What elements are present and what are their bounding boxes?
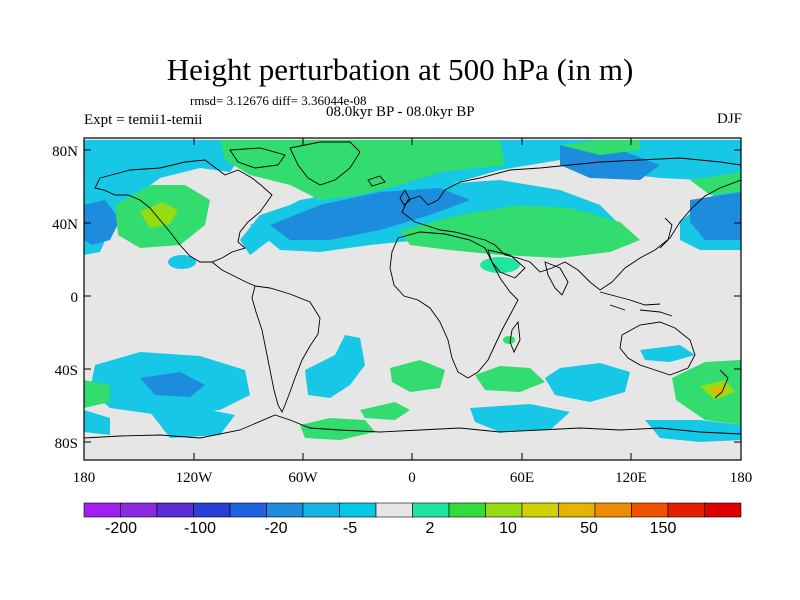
lon-tick-label: 180 [730, 470, 753, 486]
colorbar-swatch [594, 502, 632, 518]
coast-africa [389, 231, 519, 379]
contour-cyan-small-3 [503, 336, 515, 344]
contour-cyan-antarctic-3 [470, 404, 570, 432]
contour-green-nz [672, 360, 741, 425]
colorbar-label: -5 [343, 520, 357, 537]
contour-green-s-atlantic [390, 360, 445, 392]
contour-green-n-america-inner [140, 202, 178, 228]
colorbar-swatch [83, 502, 121, 518]
contour-blue-core-arctic-e [560, 145, 660, 180]
contour-green-arctic-east [560, 140, 640, 155]
coast-north-america [94, 159, 273, 263]
colorbar-swatch [521, 502, 559, 518]
coast-india [544, 261, 569, 296]
colorbar-label: 10 [499, 520, 517, 537]
colorbar-swatch [156, 502, 194, 518]
contour-green-s-indian [475, 366, 545, 392]
lat-tick-label: 40N [52, 217, 78, 233]
lon-tick-label: 120E [615, 470, 647, 486]
colorbar-swatch [302, 502, 340, 518]
colorbar-swatch [120, 502, 158, 518]
coast-south-america [251, 285, 321, 414]
period-label: 08.0kyr BP - 08.0kyr BP [326, 104, 475, 120]
contour-orange-nz [712, 386, 726, 394]
contour-green-eurasia [400, 205, 640, 258]
contour-green-sw-pacific [84, 380, 110, 408]
colorbar-labels: -200 -100 -20 -5 2 10 50 150 [105, 520, 676, 537]
season-label: DJF [716, 111, 742, 127]
contour-fills [84, 140, 741, 442]
colorbar-label: 2 [426, 520, 435, 537]
contour-blue-core-atlantic [270, 188, 470, 240]
axis-ticks [83, 138, 742, 460]
colorbar-label: -200 [105, 520, 137, 537]
contour-cyan-s-atlantic [305, 335, 365, 398]
lon-tick-label: 0 [408, 470, 416, 486]
colorbar-swatch [704, 502, 742, 518]
colorbar-swatch [193, 502, 231, 518]
colorbar-swatch [412, 502, 450, 518]
contour-cyan-antarctic-1 [150, 408, 235, 438]
colorbar-swatch [631, 502, 669, 518]
stats-label: rmsd= 3.12676 diff= 3.36044e-08 [190, 93, 367, 108]
coast-japan [659, 217, 673, 249]
lat-tick-label: 80S [55, 436, 78, 452]
contour-cyan-small-2 [480, 257, 520, 273]
contour-green-antarctic-1 [300, 418, 375, 440]
coast-madagascar [509, 320, 521, 354]
coast-uk [399, 189, 411, 206]
coast-greenland [289, 141, 361, 186]
contour-blue-se-pacific [140, 372, 205, 397]
lat-tick-label: 40S [55, 363, 78, 379]
colorbar-label: -100 [184, 520, 216, 537]
experiment-label: Expt = temii1-temii [84, 112, 203, 128]
coast-iceland [367, 175, 386, 187]
plot-title: Height perturbation at 500 hPa (in m) [166, 52, 634, 87]
colorbar-swatch [485, 502, 523, 518]
coast-central-america [211, 261, 256, 287]
lat-tick-label: 80N [52, 144, 78, 160]
colorbar-label: -20 [264, 520, 287, 537]
contour-blue-core-pacific-nw [84, 200, 120, 245]
coast-new-zealand [714, 369, 729, 399]
contour-green-asia-east [690, 172, 741, 195]
colorbar-swatch [558, 502, 596, 518]
contour-cyan-australia [640, 345, 695, 362]
coast-arctic-islands [229, 147, 286, 169]
lat-tick-label: 0 [71, 290, 79, 306]
colorbar-label: 50 [580, 520, 598, 537]
coast-arabia [487, 249, 526, 279]
contour-green-antarctic-2 [360, 402, 410, 420]
lon-tick-label: 120W [176, 470, 214, 486]
contour-cyan-indian [545, 363, 630, 402]
lon-tick-label: 60E [510, 470, 534, 486]
coast-eurasia [401, 157, 741, 291]
coast-antarctica [84, 414, 741, 439]
colorbar-swatch [266, 502, 304, 518]
lon-tick-label: 60W [288, 470, 318, 486]
coast-australia [619, 321, 696, 376]
colorbar-label: 150 [650, 520, 677, 537]
colorbar-swatch [229, 502, 267, 518]
contour-green-greenland [220, 140, 505, 200]
colorbar-swatch [339, 502, 377, 518]
colorbar-swatch [667, 502, 705, 518]
colorbar-swatch [448, 502, 486, 518]
lon-tick-label: 180 [73, 470, 96, 486]
coastlines [84, 141, 741, 439]
colorbar-swatch [375, 502, 413, 518]
contour-blue-core-npacific [690, 192, 741, 240]
contour-cyan-small-1 [168, 255, 196, 269]
colorbar [83, 502, 742, 518]
axis-tick-labels: 80N 40N 0 40S 80S 180 120W 60W 0 60E 120… [52, 144, 752, 486]
contour-cyan-antarctic-2 [84, 410, 110, 435]
coast-indonesia [599, 291, 673, 317]
contour-light-blue-north [84, 140, 240, 255]
